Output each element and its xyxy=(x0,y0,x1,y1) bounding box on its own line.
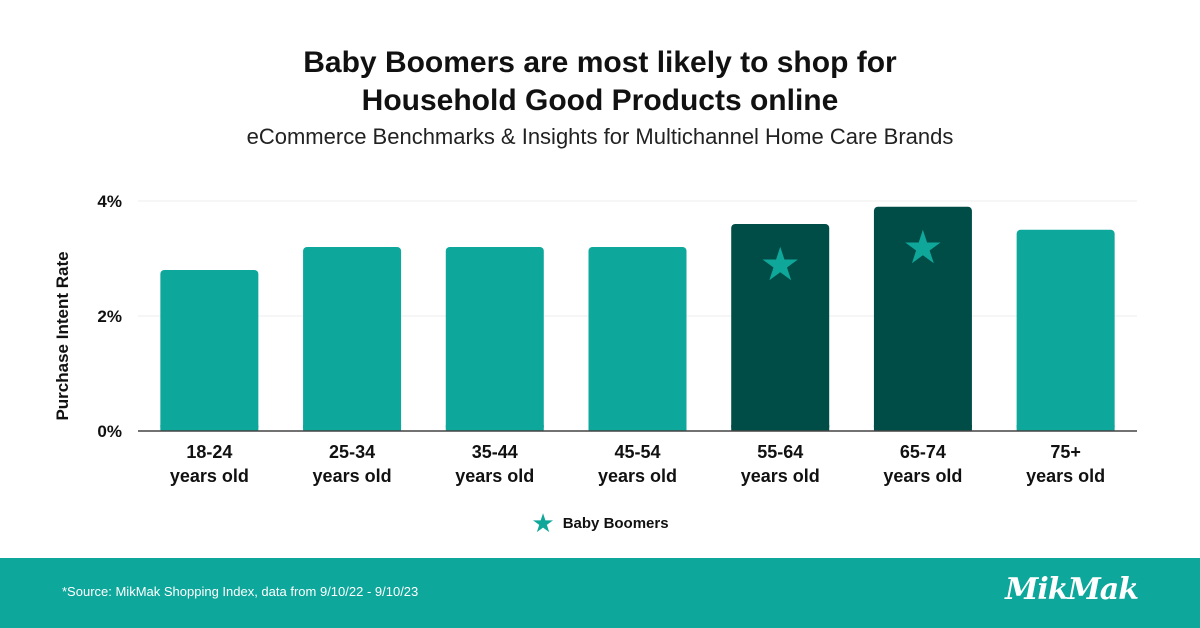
y-tick-label: 2% xyxy=(97,307,122,326)
x-tick-label: years old xyxy=(313,466,392,486)
title-line-1: Baby Boomers are most likely to shop for xyxy=(303,46,897,79)
x-tick-label: 25-34 xyxy=(329,442,375,462)
star-icon: ★ xyxy=(531,508,555,538)
brand-logo: MikMak xyxy=(1005,572,1139,607)
y-tick-label: 0% xyxy=(97,422,122,441)
bar xyxy=(588,247,687,431)
x-tick-label: years old xyxy=(741,466,820,486)
bar xyxy=(873,206,972,431)
bar-base xyxy=(588,425,687,431)
y-axis-label: Purchase Intent Rate xyxy=(53,251,72,420)
bar xyxy=(1016,229,1115,431)
legend: ★ Baby Boomers xyxy=(0,510,1200,536)
bar xyxy=(160,270,259,431)
bar xyxy=(303,247,402,431)
bar xyxy=(731,224,830,431)
bar-base xyxy=(445,425,544,431)
bar-base xyxy=(303,425,402,431)
x-tick-label: 35-44 xyxy=(472,442,518,462)
title-line-2: Household Good Products online xyxy=(361,84,839,117)
x-tick-label: 45-54 xyxy=(614,442,660,462)
x-tick-label: years old xyxy=(883,466,962,486)
chart-title: Baby Boomers are most likely to shop for… xyxy=(0,44,1200,120)
bar-base xyxy=(731,425,830,431)
star-icon: ★ xyxy=(760,237,801,291)
source-note: *Source: MikMak Shopping Index, data fro… xyxy=(62,584,419,599)
bar-base xyxy=(873,425,972,431)
legend-label: Baby Boomers xyxy=(562,514,669,532)
bar-base xyxy=(1016,425,1115,431)
bar-chart: 0% 2% 4% Purchase Intent Rate 18-24 years old… xyxy=(53,192,1137,486)
y-tick-label: 4% xyxy=(97,192,122,211)
bar-base xyxy=(160,425,259,431)
x-tick-label: 65-74 xyxy=(900,442,946,462)
bar xyxy=(445,247,544,431)
x-tick-label: years old xyxy=(1026,466,1105,486)
chart-subtitle: eCommerce Benchmarks & Insights for Mult… xyxy=(246,124,954,149)
x-tick-label: 75+ xyxy=(1050,442,1081,462)
x-tick-label: years old xyxy=(598,466,677,486)
x-tick-label: years old xyxy=(170,466,249,486)
x-tick-label: 55-64 xyxy=(757,442,803,462)
x-tick-label: years old xyxy=(455,466,534,486)
footer-bar: *Source: MikMak Shopping Index, data fro… xyxy=(0,558,1200,628)
x-tick-label: 18-24 xyxy=(186,442,232,462)
star-icon: ★ xyxy=(902,220,943,274)
